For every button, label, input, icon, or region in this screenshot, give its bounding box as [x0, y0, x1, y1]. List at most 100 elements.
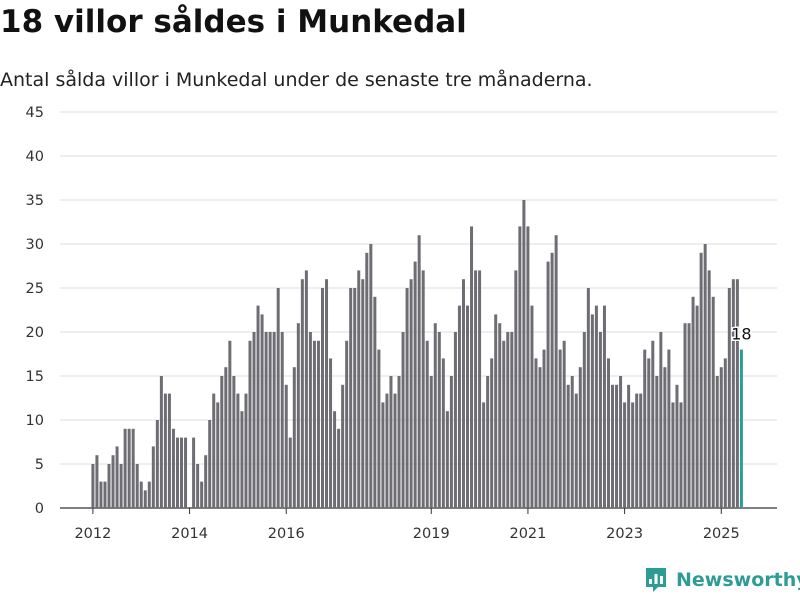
- bar: [586, 288, 590, 508]
- bar: [200, 481, 204, 508]
- bar: [679, 402, 683, 508]
- bar: [236, 393, 240, 508]
- highlight-bar: [739, 349, 743, 508]
- newsworthy-icon: [646, 568, 666, 592]
- bar: [361, 279, 365, 508]
- bar: [139, 481, 143, 508]
- bar: [671, 402, 675, 508]
- y-tick-label: 40: [26, 149, 44, 165]
- bar: [699, 252, 703, 508]
- bar: [377, 349, 381, 508]
- bar: [570, 376, 574, 508]
- bar: [409, 279, 413, 508]
- bar: [224, 367, 228, 508]
- bar: [735, 279, 739, 508]
- bar: [119, 464, 123, 508]
- bar: [304, 270, 308, 508]
- bar: [284, 384, 288, 508]
- bar: [510, 332, 514, 508]
- bar: [550, 252, 554, 508]
- bar: [482, 402, 486, 508]
- brand-logo: Newsworthy: [644, 566, 800, 594]
- bar: [184, 437, 188, 508]
- bar: [695, 305, 699, 508]
- bar: [433, 323, 437, 508]
- y-tick-label: 20: [26, 325, 44, 341]
- bar: [316, 340, 320, 508]
- bar: [95, 455, 99, 508]
- bar: [180, 437, 184, 508]
- bar: [365, 252, 369, 508]
- bar: [333, 411, 337, 508]
- x-tick-label: 2023: [606, 526, 643, 542]
- bar: [252, 332, 256, 508]
- x-tick-label: 2014: [171, 526, 208, 542]
- bar: [687, 323, 691, 508]
- y-tick-label: 10: [26, 413, 44, 429]
- bar: [542, 349, 546, 508]
- bar: [594, 305, 598, 508]
- bar: [276, 288, 280, 508]
- bar: [643, 349, 647, 508]
- bar: [401, 332, 405, 508]
- bar: [292, 367, 296, 508]
- x-tick-label: 2019: [413, 526, 450, 542]
- bar: [151, 446, 155, 508]
- bar: [345, 340, 349, 508]
- bar: [574, 393, 578, 508]
- bar: [453, 332, 457, 508]
- bar: [534, 358, 538, 508]
- bar: [498, 323, 502, 508]
- bar: [131, 428, 135, 508]
- bar: [111, 455, 115, 508]
- y-tick-label: 5: [35, 457, 44, 473]
- bar: [486, 376, 490, 508]
- bar: [602, 305, 606, 508]
- bar: [425, 340, 429, 508]
- bar: [727, 288, 731, 508]
- x-axis: 2012 2014 2016 2019 2021 2023 2025: [74, 508, 740, 542]
- y-tick-label: 0: [35, 501, 44, 517]
- x-tick-label: 2021: [509, 526, 546, 542]
- bar: [635, 393, 639, 508]
- bar: [663, 367, 667, 508]
- bar: [623, 402, 627, 508]
- bar: [320, 288, 324, 508]
- bar: [264, 332, 268, 508]
- bar: [256, 305, 260, 508]
- bar: [325, 279, 329, 508]
- bar: [353, 288, 357, 508]
- bar: [466, 305, 470, 508]
- bar: [719, 367, 723, 508]
- bar: [308, 332, 312, 508]
- bar: [216, 402, 220, 508]
- y-tick-label: 35: [26, 193, 44, 209]
- bar: [212, 393, 216, 508]
- bar: [417, 235, 421, 508]
- bar: [167, 393, 171, 508]
- bar: [558, 349, 562, 508]
- bar: [590, 314, 594, 508]
- bar: [514, 270, 518, 508]
- bar: [341, 384, 345, 508]
- x-tick-label: 2016: [268, 526, 305, 542]
- bar: [268, 332, 272, 508]
- bar: [248, 340, 252, 508]
- bar: [566, 384, 570, 508]
- bar: [502, 340, 506, 508]
- bar: [429, 376, 433, 508]
- bar: [385, 393, 389, 508]
- bar: [675, 384, 679, 508]
- bar: [441, 358, 445, 508]
- bar: [522, 200, 526, 508]
- bar: [711, 296, 715, 508]
- y-tick-label: 15: [26, 369, 44, 385]
- bar: [598, 332, 602, 508]
- bar: [123, 428, 127, 508]
- bar: [647, 358, 651, 508]
- bar: [421, 270, 425, 508]
- bar: [478, 270, 482, 508]
- bar: [163, 393, 167, 508]
- bar: [691, 296, 695, 508]
- bar: [683, 323, 687, 508]
